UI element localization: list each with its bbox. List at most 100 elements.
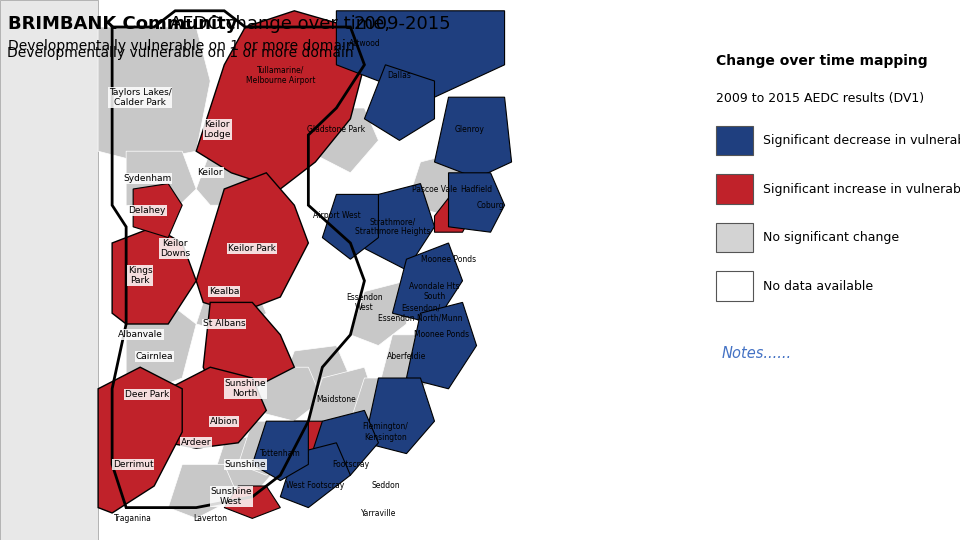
Text: Kings
Park: Kings Park xyxy=(128,266,153,285)
Text: Glenroy: Glenroy xyxy=(455,125,485,134)
Polygon shape xyxy=(252,421,308,481)
Polygon shape xyxy=(308,410,378,475)
Text: Keilor: Keilor xyxy=(198,168,223,177)
Text: Dallas: Dallas xyxy=(388,71,412,80)
Polygon shape xyxy=(126,302,196,389)
Polygon shape xyxy=(406,302,476,389)
Text: Gladstone Park: Gladstone Park xyxy=(307,125,366,134)
Polygon shape xyxy=(168,464,238,518)
Text: Sunshine: Sunshine xyxy=(225,460,266,469)
Polygon shape xyxy=(196,173,308,313)
Text: Tottenham: Tottenham xyxy=(260,449,300,458)
Text: Hadfield: Hadfield xyxy=(461,185,492,193)
Polygon shape xyxy=(365,378,435,454)
Polygon shape xyxy=(393,243,463,324)
Text: Laverton: Laverton xyxy=(193,514,228,523)
Polygon shape xyxy=(336,389,393,454)
Polygon shape xyxy=(280,443,350,508)
Text: Notes......: Notes...... xyxy=(722,346,792,361)
Text: Derrimut: Derrimut xyxy=(113,460,154,469)
Polygon shape xyxy=(0,0,98,540)
Polygon shape xyxy=(365,65,435,140)
Text: St Albans: St Albans xyxy=(203,320,246,328)
Text: Albion: Albion xyxy=(210,417,238,426)
Text: Avondale Hts
South: Avondale Hts South xyxy=(409,282,460,301)
Text: : AEDC change over time,: : AEDC change over time, xyxy=(158,15,396,33)
Polygon shape xyxy=(406,151,476,216)
Polygon shape xyxy=(98,27,210,162)
Text: Aberfeldie: Aberfeldie xyxy=(387,352,426,361)
Text: BRIMBANK Community: BRIMBANK Community xyxy=(8,15,237,33)
Text: Developmentally vulnerable on 1 or more domain: Developmentally vulnerable on 1 or more … xyxy=(7,46,353,59)
Polygon shape xyxy=(204,302,295,389)
Text: Albanvale: Albanvale xyxy=(118,330,162,339)
Polygon shape xyxy=(133,184,182,238)
Text: Sunshine
West: Sunshine West xyxy=(210,487,252,507)
Polygon shape xyxy=(252,367,323,421)
Polygon shape xyxy=(350,281,406,346)
Polygon shape xyxy=(196,119,266,173)
Polygon shape xyxy=(448,173,505,232)
Text: Maidstone: Maidstone xyxy=(317,395,356,404)
Polygon shape xyxy=(350,378,406,432)
Text: Significant decrease in vulnerability: Significant decrease in vulnerability xyxy=(763,134,960,147)
Polygon shape xyxy=(196,151,266,205)
Text: 2009-2015: 2009-2015 xyxy=(353,15,451,33)
Polygon shape xyxy=(280,346,350,400)
Polygon shape xyxy=(238,421,295,475)
Text: Airport West: Airport West xyxy=(313,212,360,220)
Bar xyxy=(716,125,753,156)
Text: Traganina: Traganina xyxy=(114,514,152,523)
Text: Seddon: Seddon xyxy=(372,482,399,490)
Text: Keilor
Downs: Keilor Downs xyxy=(160,239,190,258)
Polygon shape xyxy=(435,189,476,232)
Text: 2009 to 2015 AEDC results (DV1): 2009 to 2015 AEDC results (DV1) xyxy=(716,92,924,105)
Text: Flemington/
Kensington: Flemington/ Kensington xyxy=(363,422,408,442)
Text: Attwood: Attwood xyxy=(348,39,380,48)
Text: Strathmore/
Strathmore Heights: Strathmore/ Strathmore Heights xyxy=(354,217,430,237)
Polygon shape xyxy=(225,486,280,518)
Polygon shape xyxy=(210,432,280,497)
Polygon shape xyxy=(280,421,329,470)
Polygon shape xyxy=(168,367,266,448)
Text: Tullamarine/
Melbourne Airport: Tullamarine/ Melbourne Airport xyxy=(246,66,315,85)
Text: Ardeer: Ardeer xyxy=(181,438,211,447)
Text: Keilor Park: Keilor Park xyxy=(228,244,276,253)
Polygon shape xyxy=(196,281,266,335)
Polygon shape xyxy=(112,227,196,324)
Text: Significant increase in vulnerability: Significant increase in vulnerability xyxy=(763,183,960,195)
Polygon shape xyxy=(98,367,182,513)
Text: Delahey: Delahey xyxy=(129,206,166,215)
Text: Essendon
West: Essendon West xyxy=(347,293,383,312)
Polygon shape xyxy=(336,11,505,97)
Text: No data available: No data available xyxy=(763,280,874,293)
Text: Keilor
Lodge: Keilor Lodge xyxy=(204,120,231,139)
Text: Footscray: Footscray xyxy=(332,460,369,469)
Bar xyxy=(716,271,753,301)
Text: Change over time mapping: Change over time mapping xyxy=(716,54,928,68)
Polygon shape xyxy=(365,184,435,270)
Text: No significant change: No significant change xyxy=(763,231,900,244)
Text: Moonee Ponds: Moonee Ponds xyxy=(420,255,476,264)
Polygon shape xyxy=(196,367,266,421)
Polygon shape xyxy=(308,367,378,432)
Polygon shape xyxy=(126,151,196,216)
Text: Moonee Ponds: Moonee Ponds xyxy=(414,330,469,339)
Polygon shape xyxy=(323,194,378,259)
Text: Pascoe Vale: Pascoe Vale xyxy=(412,185,457,193)
Polygon shape xyxy=(308,108,378,173)
Polygon shape xyxy=(196,11,365,189)
Text: Cairnlea: Cairnlea xyxy=(135,352,173,361)
Bar xyxy=(716,174,753,204)
Text: Taylors Lakes/
Calder Park: Taylors Lakes/ Calder Park xyxy=(108,87,172,107)
Polygon shape xyxy=(378,335,435,400)
Text: Yarraville: Yarraville xyxy=(361,509,396,517)
Text: Sydenham: Sydenham xyxy=(123,174,171,183)
Text: Kealba: Kealba xyxy=(209,287,239,296)
Text: Developmentally vulnerable on 1 or more domain: Developmentally vulnerable on 1 or more … xyxy=(8,39,354,53)
Text: Essendon/
Essendon North/Munn: Essendon/ Essendon North/Munn xyxy=(378,303,463,323)
Text: West Footscray: West Footscray xyxy=(286,482,345,490)
Polygon shape xyxy=(435,97,512,178)
Text: Sunshine
North: Sunshine North xyxy=(225,379,266,399)
Text: Deer Park: Deer Park xyxy=(125,390,169,399)
